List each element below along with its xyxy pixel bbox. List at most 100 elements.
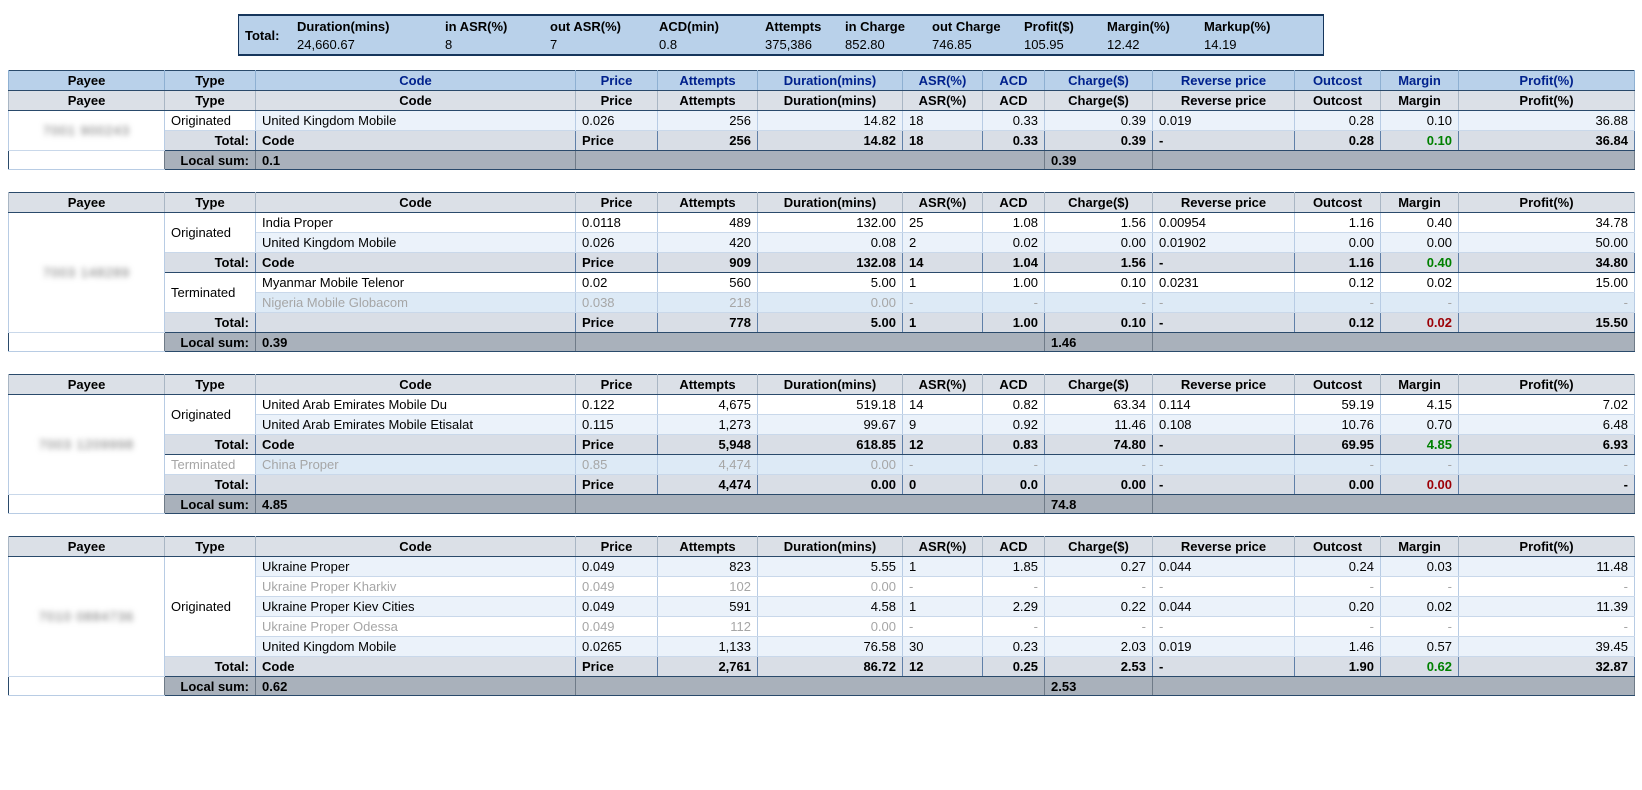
cell-margin: 0.03 <box>1380 556 1459 577</box>
column-header-asr[interactable]: ASR(%) <box>902 70 983 91</box>
cell-margin: - <box>1380 454 1459 475</box>
cell-code: United Kingdom Mobile <box>255 232 576 253</box>
summary-total-label: Total: <box>245 27 280 43</box>
column-header-reverse-price[interactable]: Reverse price <box>1152 70 1295 91</box>
cell-acd: - <box>982 576 1045 597</box>
subheader-acd: ACD <box>982 90 1045 111</box>
cell-margin: 0.57 <box>1380 636 1459 657</box>
cell-code: China Proper <box>255 454 576 475</box>
total-cell-asr: 0 <box>902 474 983 495</box>
cell-price: 0.049 <box>575 576 658 597</box>
subheader-code: Code <box>255 192 576 213</box>
cell-acd: - <box>982 454 1045 475</box>
total-cell-profit: 36.84 <box>1458 130 1635 151</box>
summary-metric-value: 8 <box>445 37 453 52</box>
type-cell: Originated <box>164 556 256 657</box>
total-cell-acd: 0.0 <box>982 474 1045 495</box>
total-cell-acd: 0.33 <box>982 130 1045 151</box>
total-cell-code: Code <box>255 252 576 273</box>
column-header-margin[interactable]: Margin <box>1380 70 1459 91</box>
total-cell-reverse: - <box>1152 474 1295 495</box>
total-cell-outcost: 0.00 <box>1294 474 1381 495</box>
total-cell-code: Code <box>255 656 576 677</box>
local-sum-value: 4.85 <box>255 494 576 514</box>
cell-price: 0.85 <box>575 454 658 475</box>
total-cell-acd: 0.83 <box>982 434 1045 455</box>
column-header-price[interactable]: Price <box>575 70 658 91</box>
column-header-outcost[interactable]: Outcost <box>1294 70 1381 91</box>
column-header-acd[interactable]: ACD <box>982 70 1045 91</box>
column-header-duration-mins[interactable]: Duration(mins) <box>757 70 903 91</box>
total-cell-duration: 5.00 <box>757 312 903 333</box>
cell-charge: 0.10 <box>1044 272 1153 293</box>
cell-reverse: 0.114 <box>1152 394 1295 415</box>
table-row: Ukraine Proper Kharkiv 0.049 102 0.00- - - - - -… <box>8 576 1635 597</box>
total-cell-attempts: 256 <box>657 130 758 151</box>
column-header-code[interactable]: Code <box>255 70 576 91</box>
subheader-outcost: Outcost <box>1294 374 1381 395</box>
cell-attempts: 218 <box>657 292 758 313</box>
total-cell-asr: 14 <box>902 252 983 273</box>
column-header-charge[interactable]: Charge($) <box>1044 70 1153 91</box>
total-cell-reverse: - <box>1152 312 1295 333</box>
total-cell-attempts: 909 <box>657 252 758 273</box>
cell-reverse: 0.019 <box>1152 636 1295 657</box>
total-cell-profit: - <box>1458 474 1635 495</box>
cell-profit: - <box>1458 576 1635 597</box>
cell-margin: 0.10 <box>1380 110 1459 131</box>
summary-metric: Attempts 375,386 <box>765 16 845 54</box>
column-header-attempts[interactable]: Attempts <box>657 70 758 91</box>
cell-profit: 6.48 <box>1458 414 1635 435</box>
sub-header-row: Payee Type Code Price Attempts Duration(mins)… <box>8 192 1635 213</box>
local-sum-charge: 0.39 <box>1044 150 1153 170</box>
payee-name-blurred: 7010 0884736 <box>38 609 135 624</box>
subheader-profit: Profit(%) <box>1458 374 1635 395</box>
cell-charge: - <box>1044 292 1153 313</box>
summary-metric-value: 7 <box>550 37 558 52</box>
total-cell-reverse: - <box>1152 252 1295 273</box>
subheader-outcost: Outcost <box>1294 192 1381 213</box>
payee-group: Payee Type Code Price Attempts Duration(mins)… <box>8 192 1642 352</box>
cell-asr: - <box>902 576 983 597</box>
local-sum-fill <box>575 332 1045 352</box>
cell-price: 0.026 <box>575 110 658 131</box>
section-total-row: Total: Price 778 5.00 1 1.00 0.10-0.12 0.02 15.5… <box>9 312 1635 333</box>
cell-asr: - <box>902 454 983 475</box>
subheader-charge: Charge($) <box>1044 192 1153 213</box>
payee-group: Payee Type Code Price Attempts Duration(mins)… <box>8 70 1642 170</box>
cell-outcost: - <box>1294 454 1381 475</box>
local-sum-row: Local sum: 0.39 1.46 <box>8 332 1635 352</box>
cell-reverse: 0.108 <box>1152 414 1295 435</box>
cell-profit: 34.78 <box>1458 212 1635 233</box>
summary-metric-value: 24,660.67 <box>297 37 355 52</box>
summary-metric: Margin(%) 12.42 <box>1107 16 1204 54</box>
cell-acd: 0.02 <box>982 232 1045 253</box>
local-sum-label: Local sum: <box>164 676 256 696</box>
subheader-reverse-price: Reverse price <box>1152 374 1295 395</box>
subheader-duration-mins: Duration(mins) <box>757 90 903 111</box>
rate-table: Payee Type Code Price Attempts Duration(mins)… <box>8 70 1635 170</box>
subheader-price: Price <box>575 536 658 557</box>
cell-asr: 18 <box>902 110 983 131</box>
column-header-profit[interactable]: Profit(%) <box>1458 70 1635 91</box>
subheader-payee: Payee <box>8 536 165 557</box>
summary-metric: in ASR(%) 8 <box>445 16 550 54</box>
cell-duration: 0.00 <box>757 576 903 597</box>
cell-attempts: 102 <box>657 576 758 597</box>
cell-code: Ukraine Proper Kharkiv <box>255 576 576 597</box>
summary-metric-label: Attempts <box>765 19 822 34</box>
cell-asr: 2 <box>902 232 983 253</box>
total-cell-price: Price <box>575 130 658 151</box>
cell-profit: - <box>1458 454 1635 475</box>
total-cell-outcost: 1.90 <box>1294 656 1381 677</box>
total-cell-duration: 86.72 <box>757 656 903 677</box>
subheader-payee: Payee <box>8 192 165 213</box>
sub-header-row: Payee Type Code Price Attempts Duration(mins)… <box>8 374 1635 395</box>
local-sum-value: 0.62 <box>255 676 576 696</box>
main-header-row: Payee Type Code Price Attempts Duration(mins)… <box>8 70 1635 91</box>
total-cell-charge: 0.10 <box>1044 312 1153 333</box>
cell-price: 0.049 <box>575 556 658 577</box>
total-cell-attempts: 2,761 <box>657 656 758 677</box>
total-cell-charge: 1.56 <box>1044 252 1153 273</box>
total-label: Total: <box>164 252 256 273</box>
